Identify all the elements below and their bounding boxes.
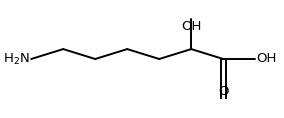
Text: OH: OH — [181, 20, 201, 33]
Text: O: O — [218, 85, 229, 98]
Text: H$_2$N: H$_2$N — [3, 51, 30, 67]
Text: OH: OH — [257, 53, 277, 65]
